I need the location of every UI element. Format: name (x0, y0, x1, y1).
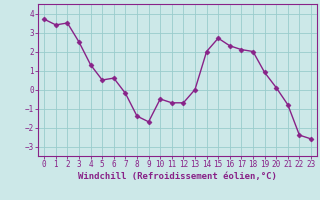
X-axis label: Windchill (Refroidissement éolien,°C): Windchill (Refroidissement éolien,°C) (78, 172, 277, 181)
